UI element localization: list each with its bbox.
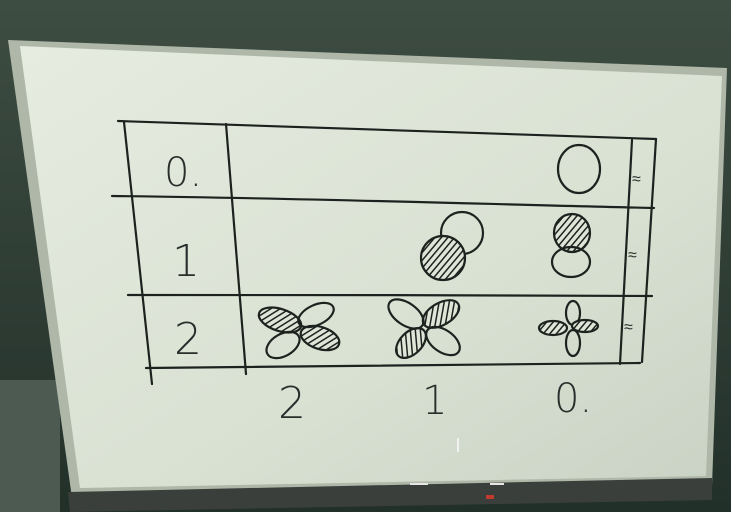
right-mark-1: ≈ [628,245,637,264]
row-label-2: 2 [174,314,202,365]
orbital-p-tilted [419,210,485,282]
row-label-1: 1 [172,236,200,287]
grid-line-row1 [110,194,656,210]
row-label-0: 0. [164,150,202,196]
grid-line-top [116,119,658,141]
grid-line-right-inner [618,138,634,366]
tray-light [486,495,494,499]
orbital-d-clover-2 [257,301,341,360]
grid-line-divider [224,122,248,376]
marker-tray [68,478,712,512]
grid-line-row2 [126,293,654,298]
orbital-p-vertical [550,212,592,279]
right-mark-2: ≈ [624,317,633,336]
column-label-2: 2 [278,378,306,429]
column-label-0: 0. [554,376,592,422]
orbital-d-clover-1 [387,298,461,360]
orbital-d-z2 [537,299,600,358]
orbital-s-circle [556,143,602,195]
whiteboard-surface [20,46,722,488]
grid-line-bottom [144,361,642,370]
table-grid [110,119,658,386]
grid-line-left [122,120,154,386]
column-label-1: 1 [422,378,447,424]
right-mark-0: ≈ [632,169,641,188]
floor-left [0,380,60,512]
grid-line-right-outer [640,137,658,364]
